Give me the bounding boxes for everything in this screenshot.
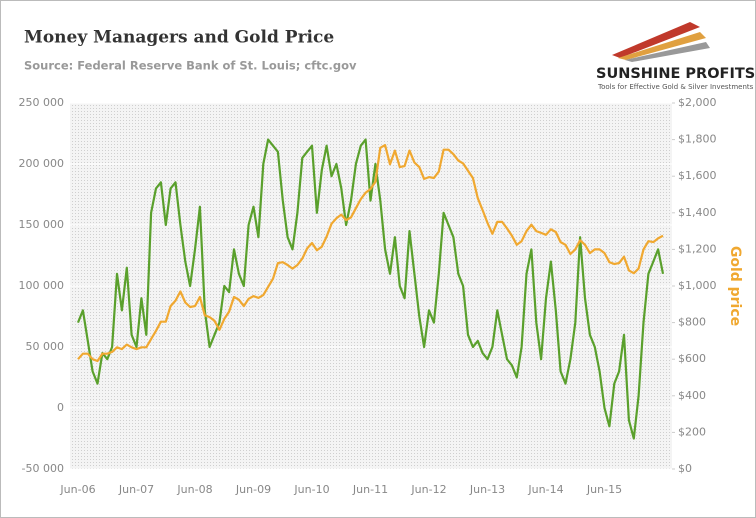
chart-subtitle: Source: Federal Reserve Bank of St. Loui… (24, 59, 357, 73)
y2-tick-label: $800 (678, 316, 706, 329)
x-tick-label: Jun-10 (293, 483, 329, 496)
y2-tick-label: $2,000 (678, 96, 717, 109)
y-tick-label: 150 000 (19, 218, 65, 231)
x-tick-label: Jun-14 (527, 483, 563, 496)
y-tick-label: -50 000 (22, 462, 64, 475)
y-tick-label: 0 (57, 401, 64, 414)
y-tick-label: 100 000 (19, 279, 65, 292)
y2-tick-label: $0 (678, 462, 692, 475)
logo-ray (618, 32, 706, 60)
y2-tick-label: $400 (678, 389, 706, 402)
y-tick-label: 50 000 (26, 340, 65, 353)
logo-ray (625, 42, 710, 62)
y2-tick-label: $600 (678, 352, 706, 365)
y2-axis-title: Gold price (727, 246, 743, 326)
y-tick-label: 200 000 (19, 157, 65, 170)
y2-tick-label: $1,200 (678, 242, 717, 255)
y2-tick-label: $1,800 (678, 133, 717, 146)
y2-tick-label: $1,000 (678, 279, 717, 292)
x-tick-label: Jun-08 (176, 483, 212, 496)
y2-tick-label: $200 (678, 425, 706, 438)
x-tick-label: Jun-06 (59, 483, 95, 496)
series-line (76, 138, 665, 440)
x-tick-label: Jun-07 (118, 483, 154, 496)
x-tick-label: Jun-11 (352, 483, 388, 496)
y2-tick-label: $1,600 (678, 169, 717, 182)
x-tick-label: Jun-12 (410, 483, 446, 496)
y2-tick-label: $1,400 (678, 206, 717, 219)
chart-title: Money Managers and Gold Price (24, 28, 334, 48)
series-line (77, 144, 664, 363)
x-tick-label: Jun-15 (586, 483, 622, 496)
x-tick-label: Jun-09 (235, 483, 271, 496)
logo-tagline: Tools for Effective Gold & Silver Invest… (597, 83, 754, 91)
logo-name: SUNSHINE PROFITS (596, 66, 755, 82)
y-tick-label: 250 000 (19, 96, 65, 109)
logo: SUNSHINE PROFITS Tools for Effective Gol… (596, 22, 755, 91)
x-tick-label: Jun-13 (469, 483, 505, 496)
logo-ray (612, 22, 700, 58)
